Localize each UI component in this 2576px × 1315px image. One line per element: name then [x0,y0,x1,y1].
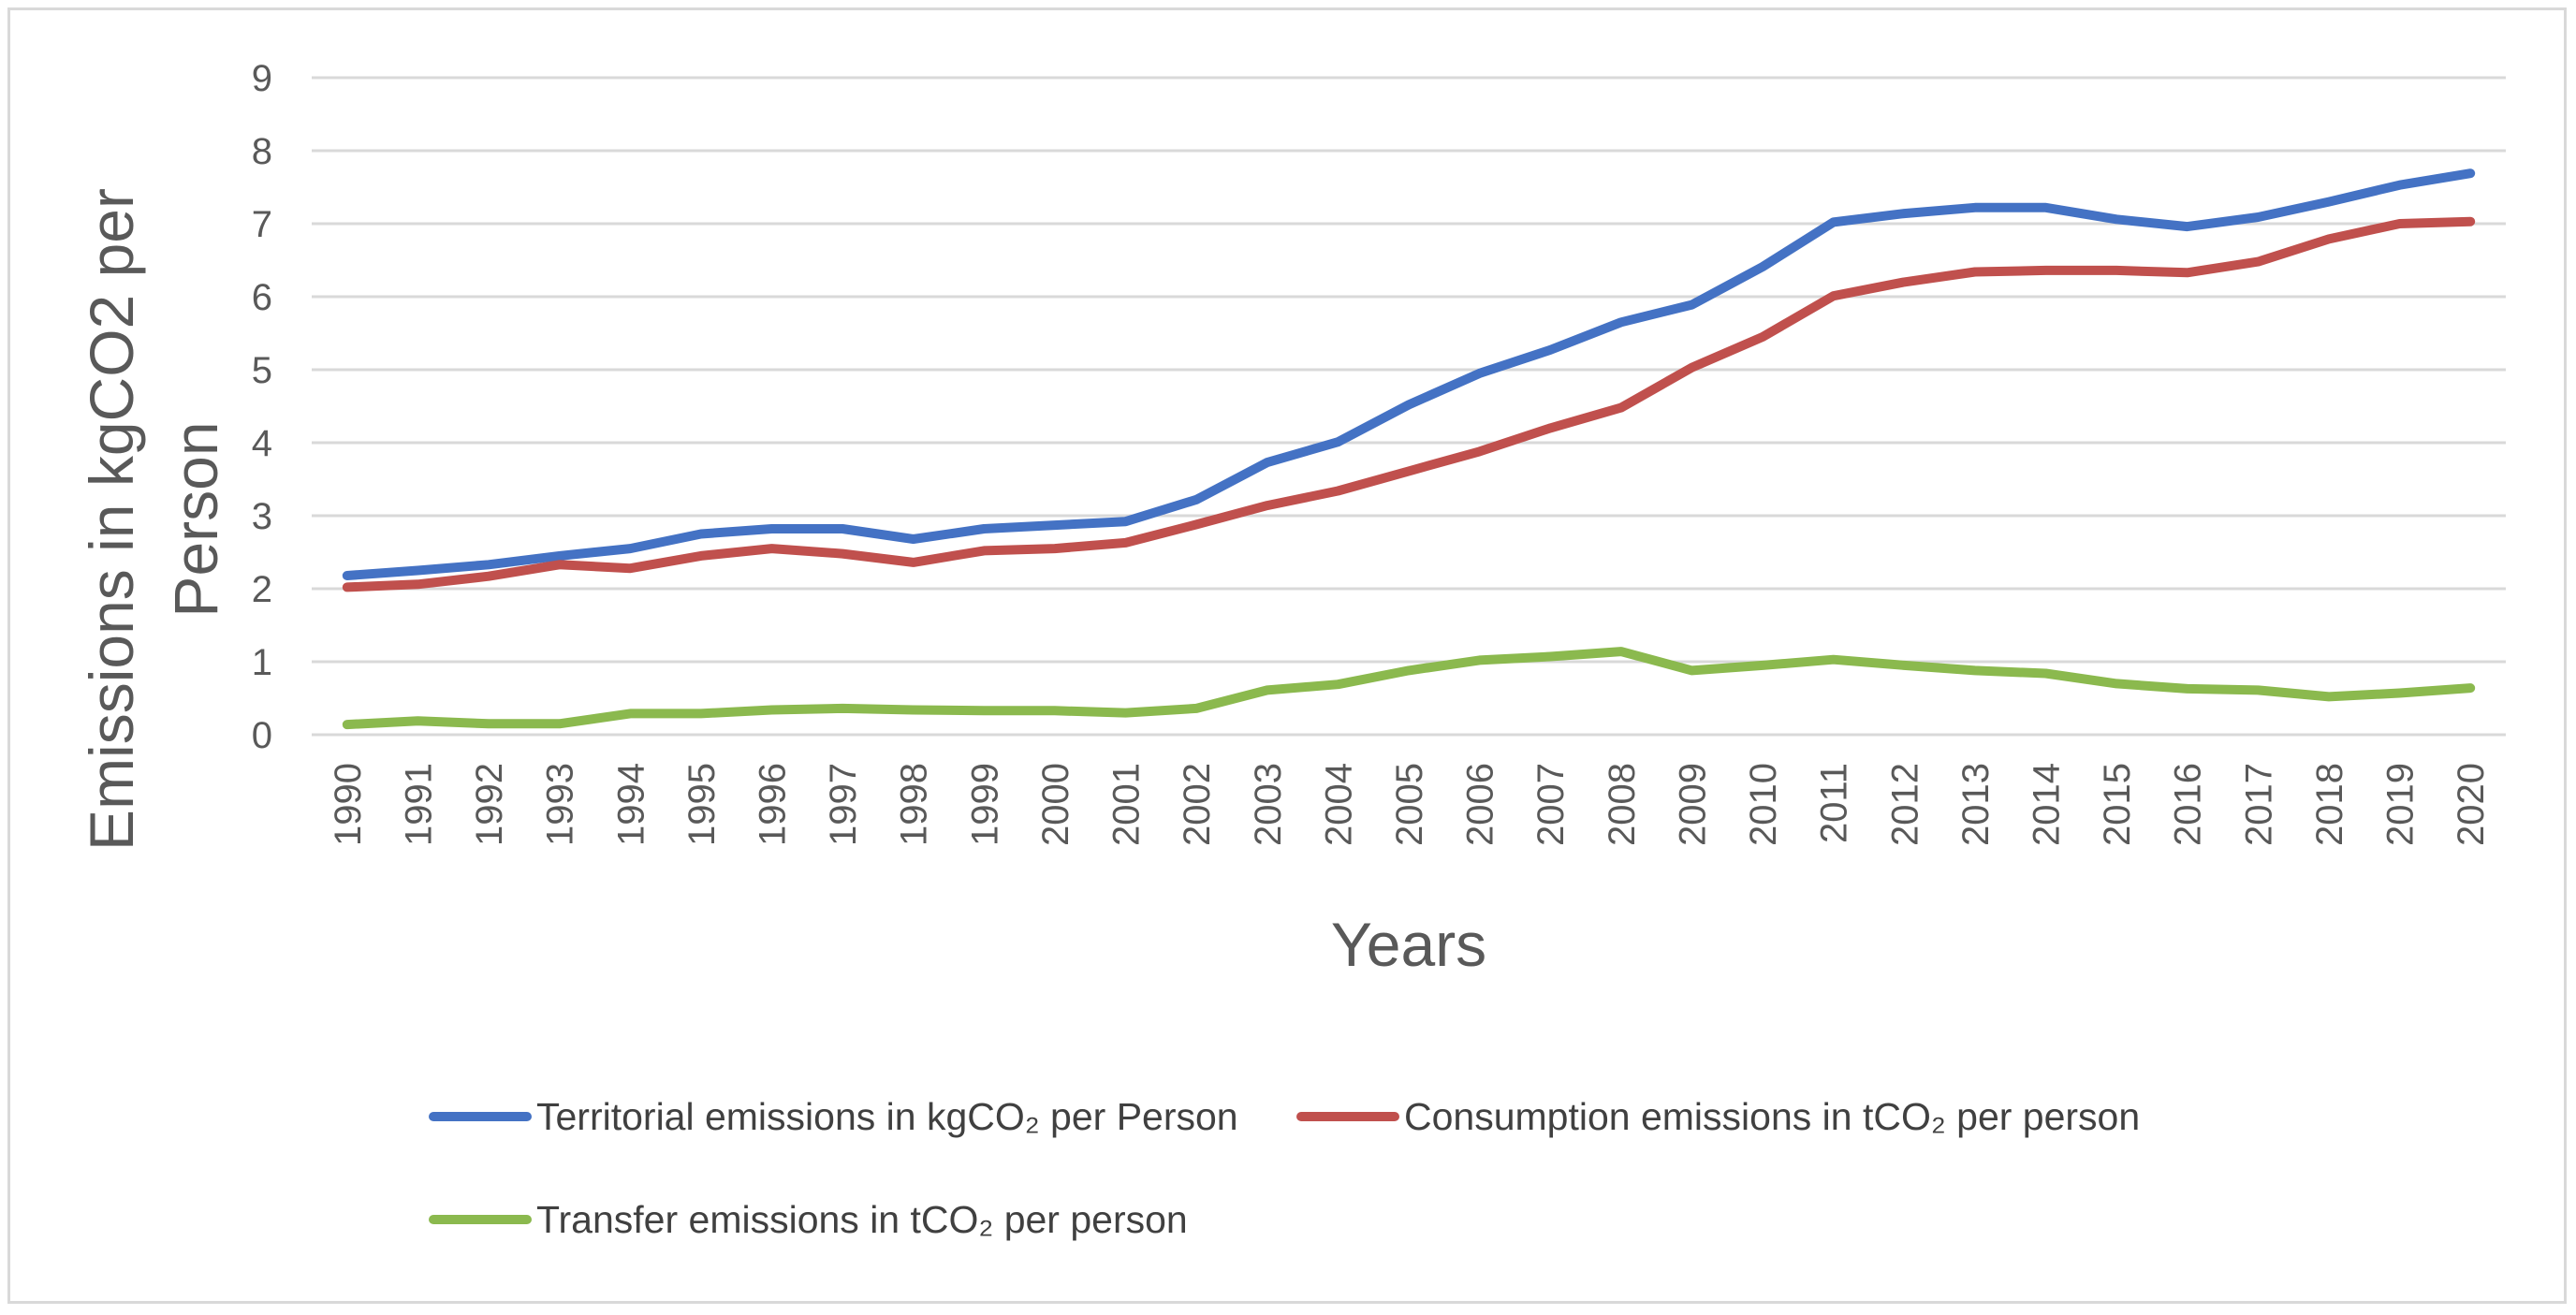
y-tick-label-0: 0 [252,715,272,756]
x-axis-title: Years [1331,910,1486,979]
series-line-territorial [342,168,2476,580]
x-tick-label-2001: 2001 [1106,763,1148,846]
x-tick-label-1995: 1995 [681,763,723,846]
x-tick-label-1991: 1991 [398,763,439,846]
x-tick-label-2019: 2019 [2380,763,2422,846]
x-tick-label-2002: 2002 [1177,763,1218,846]
series-line-transfer [342,647,2476,730]
y-tick-label-7: 7 [252,204,272,245]
y-tick-label-3: 3 [252,496,272,537]
x-tick-label-2006: 2006 [1460,763,1501,846]
gridlines [312,76,2506,737]
x-tick-label-2004: 2004 [1318,763,1359,846]
x-tick-label-1999: 1999 [964,763,1005,846]
x-tick-label-2017: 2017 [2238,763,2279,846]
legend-item-consumption: Consumption emissions in tCO₂ per person [1296,1095,2140,1138]
series-lines [342,168,2476,730]
x-tick-label-2008: 2008 [1602,763,1643,846]
y-tick-label-8: 8 [252,131,272,172]
x-tick-label-2020: 2020 [2451,763,2492,846]
x-tick-label-1998: 1998 [894,763,935,846]
x-tick-label-2009: 2009 [1672,763,1713,846]
legend: Territorial emissions in kgCO₂ per Perso… [429,1095,2140,1241]
series-line-consumption [342,216,2476,592]
x-tick-label-2010: 2010 [1743,763,1784,846]
x-tick-label-2011: 2011 [1814,763,1855,843]
x-tick-label-2007: 2007 [1530,763,1572,846]
x-tick-label-2015: 2015 [2097,763,2138,846]
x-tick-label-2000: 2000 [1035,763,1076,846]
y-axis-title: Emissions in kgCO2 per Person [77,188,230,851]
x-tick-label-1996: 1996 [752,763,793,846]
legend-label-territorial: Territorial emissions in kgCO₂ per Perso… [536,1095,1238,1138]
y-axis-title-line1: Emissions in kgCO2 per [77,188,146,851]
x-tick-label-2003: 2003 [1248,763,1289,846]
x-tick-label-1990: 1990 [328,763,369,846]
x-tick-label-2013: 2013 [1955,763,1997,846]
y-tick-label-1: 1 [252,642,272,683]
legend-label-transfer: Transfer emissions in tCO₂ per person [536,1198,1188,1241]
x-tick-label-1997: 1997 [823,763,864,846]
y-tick-label-5: 5 [252,350,272,391]
y-tick-label-9: 9 [252,58,272,99]
x-tick-label-2016: 2016 [2168,763,2209,846]
x-tick-label-2014: 2014 [2027,763,2068,846]
x-tick-label-1993: 1993 [540,763,581,846]
x-tick-label-2005: 2005 [1389,763,1430,846]
x-tick-label-1994: 1994 [610,763,651,846]
x-tick-label-2018: 2018 [2309,763,2350,846]
y-tick-label-4: 4 [252,423,272,464]
y-tick-label-2: 2 [252,569,272,610]
y-axis-tick-labels: 0 1 2 3 4 5 6 7 8 9 [252,58,272,756]
legend-label-consumption: Consumption emissions in tCO₂ per person [1404,1095,2140,1138]
y-tick-label-6: 6 [252,277,272,318]
x-tick-label-2012: 2012 [1884,763,1925,846]
legend-item-territorial: Territorial emissions in kgCO₂ per Perso… [429,1095,1238,1138]
legend-item-transfer: Transfer emissions in tCO₂ per person [429,1198,1188,1241]
x-axis-tick-labels: 1990 1991 1992 1993 1994 1995 1996 1997 1998 1999… [328,763,2492,846]
y-axis-title-line2: Person [161,421,230,617]
x-tick-label-1992: 1992 [469,763,510,846]
